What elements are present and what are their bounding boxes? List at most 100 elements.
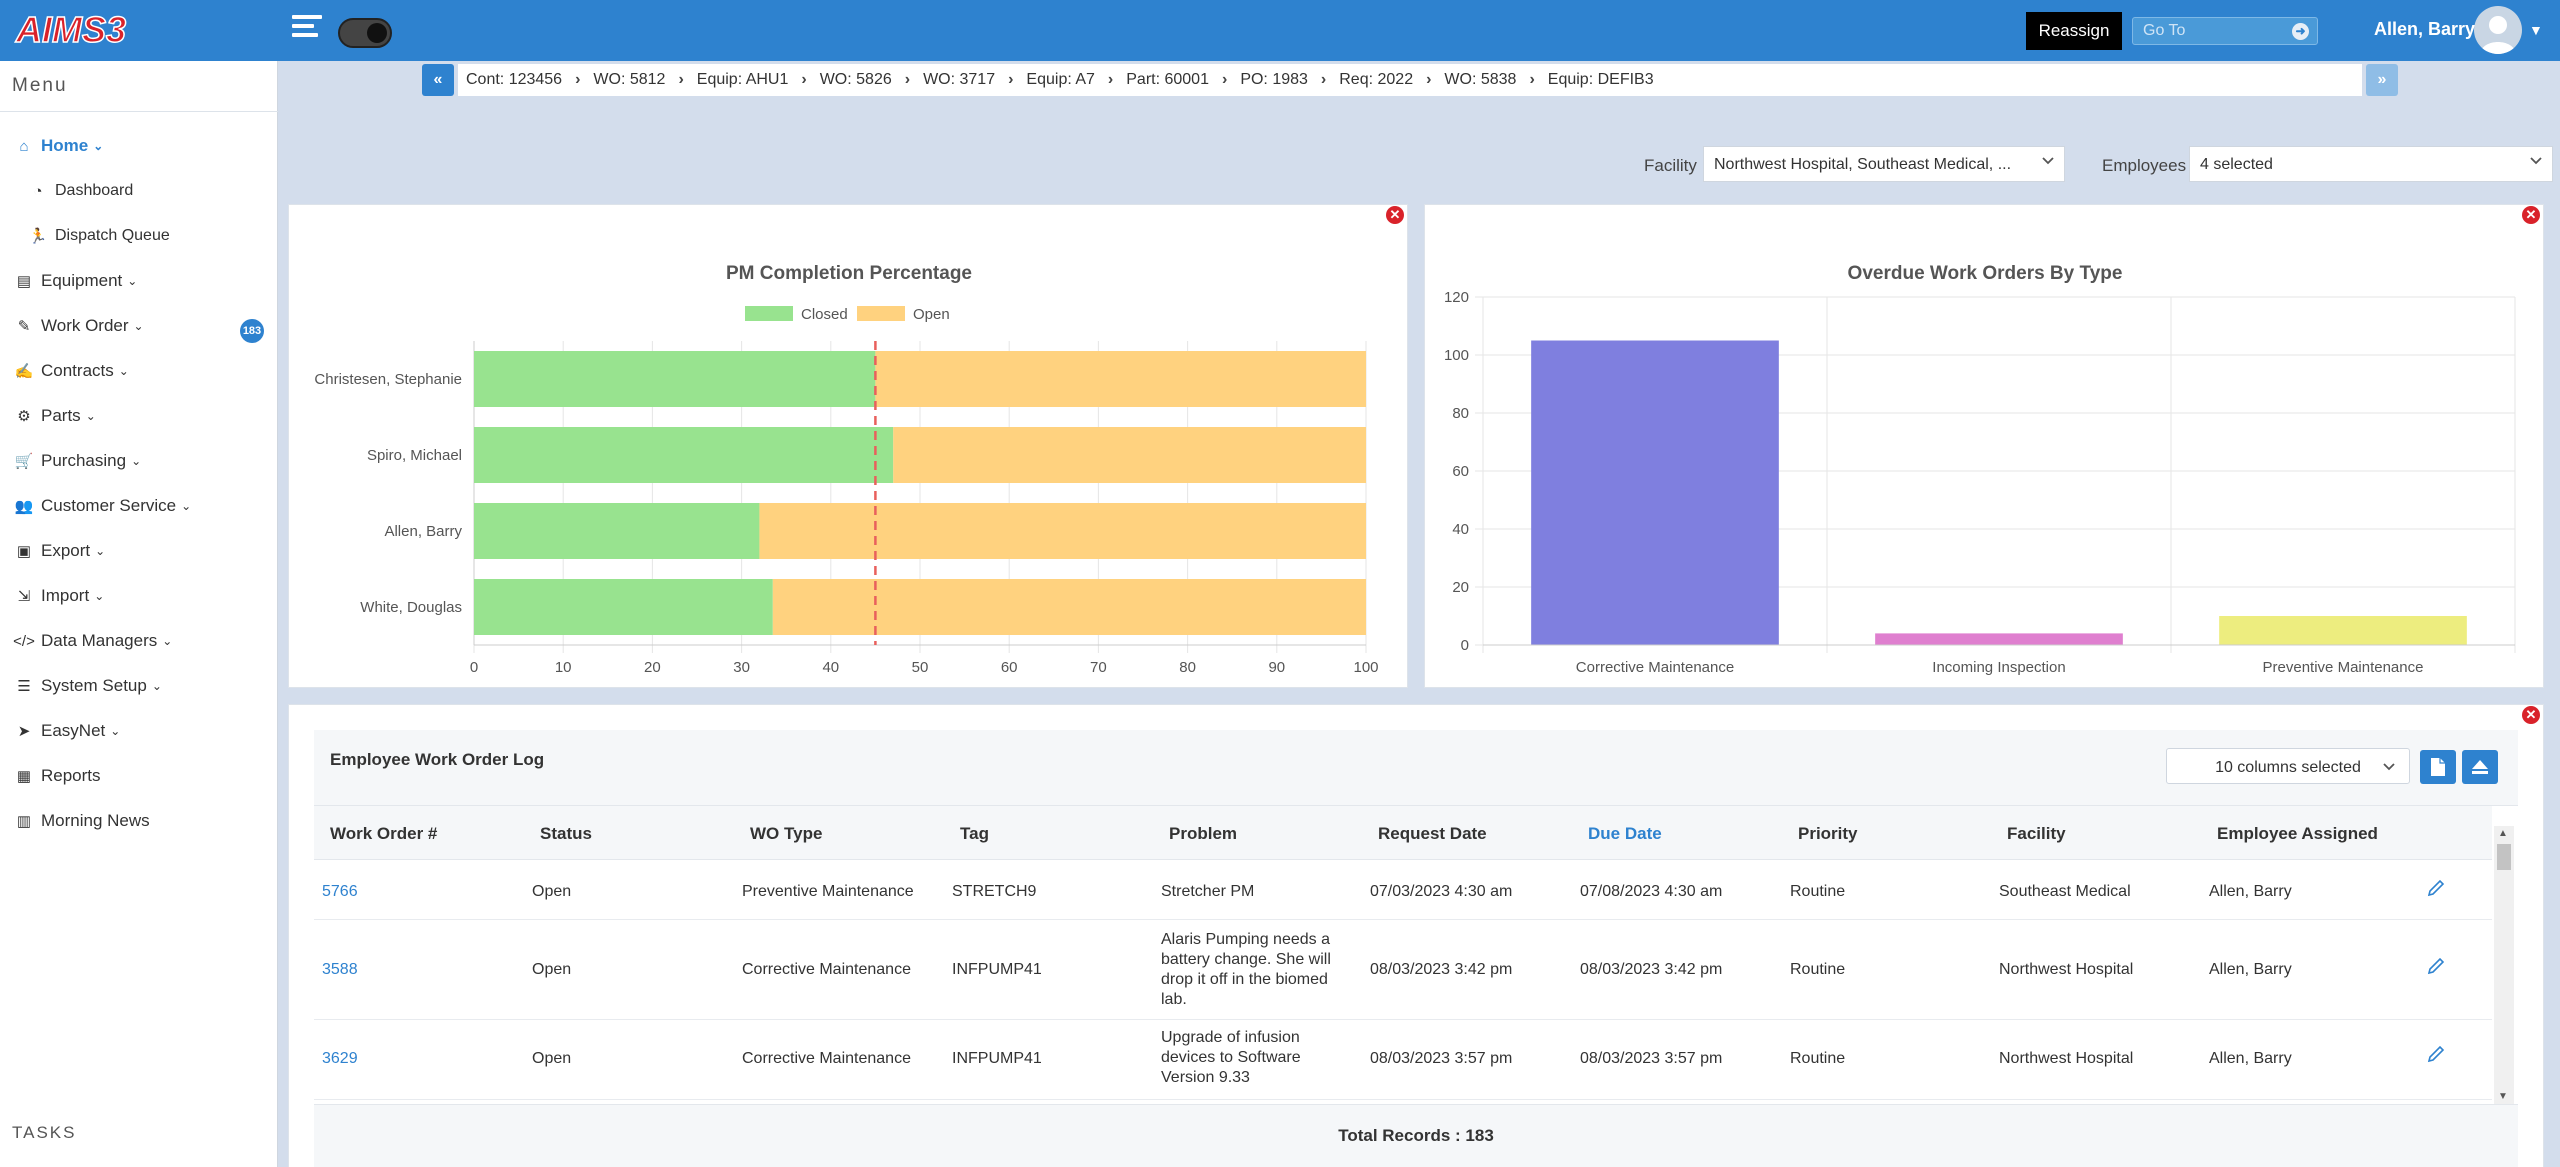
due-date-cell: 08/03/2023 3:57 pm (1580, 1050, 1723, 1067)
chart-title: Overdue Work Orders By Type (1848, 263, 2123, 284)
breadcrumb-item[interactable]: Equip: A7 (1026, 71, 1095, 88)
work-order-link[interactable]: 3588 (322, 961, 358, 978)
sidebar-item-system-setup[interactable]: ☰ System Setup ⌄ (14, 672, 162, 700)
column-header-work-order[interactable]: Work Order # (330, 824, 438, 843)
scroll-down-icon[interactable]: ▼ (2498, 1091, 2508, 1102)
menu-toggle-icon[interactable] (292, 15, 322, 45)
sidebar-item-dashboard[interactable]: ◔ Dashboard (28, 177, 133, 205)
breadcrumb-item[interactable]: WO: 3717 (923, 71, 996, 88)
breadcrumb-back-button[interactable]: « (422, 64, 454, 96)
problem-line: lab. (1161, 991, 1187, 1008)
user-name[interactable]: Allen, Barry (2374, 19, 2476, 39)
sidebar-item-morning-news[interactable]: ▥ Morning News (14, 807, 150, 835)
bar (1875, 633, 2123, 645)
avatar[interactable] (2474, 6, 2522, 54)
x-tick-label: 10 (555, 659, 572, 676)
breadcrumb-item[interactable]: WO: 5812 (593, 71, 666, 88)
column-header-due-date[interactable]: Due Date (1588, 824, 1662, 843)
breadcrumb-item[interactable]: Equip: AHU1 (696, 71, 789, 88)
chevron-down-icon: ⌄ (95, 544, 106, 558)
breadcrumb-item[interactable]: WO: 5826 (819, 71, 892, 88)
sidebar-item-label: Equipment (41, 271, 123, 290)
eject-button[interactable] (2462, 750, 2498, 784)
top-bar: AIMS3 Reassign ➜ Allen, Barry ▼ (0, 0, 2560, 61)
facility-cell: Southeast Medical (1999, 883, 2131, 900)
column-header-wo-type[interactable]: WO Type (750, 824, 823, 843)
breadcrumb-item[interactable]: Equip: DEFIB3 (1547, 71, 1654, 88)
reassign-button[interactable]: Reassign (2026, 12, 2122, 50)
y-tick-label: 100 (1444, 347, 1469, 364)
breadcrumb: Cont: 123456 › WO: 5812 › Equip: AHU1 › WO: 58… (458, 64, 2362, 96)
aims-logo[interactable]: AIMS3 (14, 8, 154, 52)
sidebar-item-export[interactable]: ▣ Export ⌄ (14, 537, 105, 565)
chevron-down-icon: ⌄ (85, 409, 96, 423)
pencil-icon[interactable] (2426, 1044, 2446, 1064)
sidebar-item-purchasing[interactable]: 🛒 Purchasing ⌄ (14, 447, 141, 475)
sidebar-item-equipment[interactable]: ▤ Equipment ⌄ (14, 267, 137, 295)
problem-line: Version 9.33 (1161, 1069, 1250, 1086)
column-header-priority[interactable]: Priority (1798, 824, 1858, 843)
theme-toggle[interactable] (338, 18, 392, 48)
priority-cell: Routine (1790, 1050, 1846, 1067)
bar (2219, 616, 2467, 645)
bar-open (893, 427, 1366, 483)
sidebar-item-contracts[interactable]: ✍ Contracts ⌄ (14, 357, 129, 385)
chevron-down-icon (2530, 157, 2542, 165)
column-header-facility[interactable]: Facility (2007, 824, 2066, 843)
problem-cell: Stretcher PM (1161, 882, 1254, 902)
column-header-employee-assigned[interactable]: Employee Assigned (2217, 824, 2378, 843)
sidebar-item-import[interactable]: ⇲ Import ⌄ (14, 582, 105, 610)
sidebar-item-customer-service[interactable]: 👥 Customer Service ⌄ (14, 492, 192, 520)
pencil-icon[interactable] (2426, 956, 2446, 976)
sidebar-item-reports[interactable]: ▦ Reports (14, 762, 101, 790)
table-row: 3629 Open Corrective Maintenance INFPUMP… (314, 1020, 2492, 1100)
sidebar-item-easynet[interactable]: ➤ EasyNet ⌄ (14, 717, 121, 745)
list-icon: ☰ (17, 678, 31, 695)
problem-cell: Upgrade of infusion devices to Software … (1161, 1028, 1301, 1088)
legend-swatch-open (857, 306, 905, 321)
sidebar-item-dispatch-queue[interactable]: 🏃 Dispatch Queue (28, 222, 170, 250)
close-icon[interactable]: ✕ (2522, 706, 2540, 724)
column-header-request-date[interactable]: Request Date (1378, 824, 1487, 843)
breadcrumb-item[interactable]: Cont: 123456 (466, 71, 563, 88)
chevron-right-icon: › (575, 71, 581, 88)
export-icon: ▣ (16, 543, 32, 560)
column-header-problem[interactable]: Problem (1169, 824, 1238, 843)
close-icon[interactable]: ✕ (2522, 206, 2540, 224)
total-records-value: 183 (1465, 1126, 1494, 1145)
breadcrumb-item[interactable]: Part: 60001 (1126, 71, 1209, 88)
column-header-tag[interactable]: Tag (960, 824, 989, 843)
wo-type-cell: Corrective Maintenance (742, 1050, 911, 1067)
pencil-icon[interactable] (2426, 878, 2446, 898)
x-tick-label: 60 (1001, 659, 1018, 676)
breadcrumb-item[interactable]: PO: 1983 (1240, 71, 1308, 88)
facility-select[interactable]: Northwest Hospital, Southeast Medical, .… (1703, 146, 2065, 182)
arrow-circle-right-icon[interactable]: ➜ (2292, 23, 2309, 40)
sidebar-item-home[interactable]: ⌂ Home ⌄ (14, 132, 103, 160)
tag-cell: INFPUMP41 (952, 1050, 1042, 1067)
legend-label-closed: Closed (801, 306, 848, 323)
breadcrumb-item[interactable]: WO: 5838 (1444, 71, 1517, 88)
menu-title: Menu (12, 75, 68, 96)
scroll-thumb[interactable] (2497, 844, 2511, 870)
close-icon[interactable]: ✕ (1386, 206, 1404, 224)
sidebar-item-data-managers[interactable]: </> Data Managers ⌄ (13, 627, 172, 655)
goto-input[interactable] (2133, 18, 2283, 44)
columns-select[interactable]: 10 columns selected (2166, 748, 2410, 784)
employees-select[interactable]: 4 selected (2189, 146, 2553, 182)
facility-value: Northwest Hospital, Southeast Medical, .… (1714, 156, 2012, 173)
work-order-link[interactable]: 5766 (322, 883, 358, 900)
chevron-down-icon[interactable]: ▼ (2529, 22, 2543, 38)
work-order-link[interactable]: 3629 (322, 1050, 358, 1067)
breadcrumb-item[interactable]: Req: 2022 (1339, 71, 1414, 88)
scroll-up-icon[interactable]: ▲ (2498, 828, 2508, 839)
problem-line: Alaris Pumping needs a (1161, 931, 1330, 948)
breadcrumb-forward-button[interactable]: » (2366, 64, 2398, 96)
chevron-right-icon: › (1008, 71, 1014, 88)
table-scrollbar[interactable]: ▲ ▼ (2494, 826, 2514, 1104)
column-header-status[interactable]: Status (540, 824, 592, 843)
export-document-button[interactable] (2420, 750, 2456, 784)
sidebar-item-work-order[interactable]: ✎ Work Order ⌄ (14, 312, 144, 340)
sidebar-item-parts[interactable]: ⚙ Parts ⌄ (14, 402, 96, 430)
bar (1531, 340, 1779, 645)
